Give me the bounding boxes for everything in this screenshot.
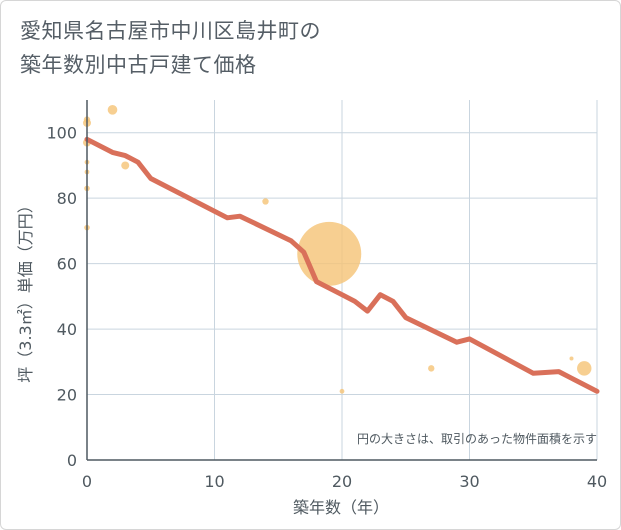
tick-labels: 0 10 20 30 40 0 20 40 60 80 100 [46,124,607,491]
data-bubble [428,365,435,372]
x-tick-label: 0 [82,472,92,491]
chart-title-line-2: 築年数別中古戸建て価格 [20,53,257,77]
y-tick-label: 40 [57,320,77,339]
data-bubble [107,105,118,115]
y-tick-label: 100 [46,124,77,143]
y-tick-label: 0 [67,451,77,470]
chart-title: 愛知県名古屋市中川区島井町の 築年数別中古戸建て価格 [20,14,321,82]
trend-line [84,136,600,394]
bubble-size-note: 円の大きさは、取引のあった物件面積を示す [357,431,597,446]
bubble-series [83,105,592,394]
grid-lines [87,100,598,460]
x-tick-label: 40 [587,472,607,491]
data-bubble [121,161,130,170]
y-axis-title: 坪（3.3㎡）単価（万円） [16,197,35,382]
y-tick-label: 20 [57,386,77,405]
axes [86,100,597,461]
data-bubble [339,388,345,394]
x-tick-label: 30 [459,472,479,491]
y-tick-label: 80 [57,189,77,208]
chart-title-line-1: 愛知県名古屋市中川区島井町の [20,19,321,43]
y-tick-label: 60 [57,255,77,274]
x-axis-title: 築年数（年） [293,498,389,517]
data-bubble [569,356,574,361]
x-tick-label: 10 [204,472,224,491]
trend-line-layer [84,136,600,394]
data-bubble [577,361,592,376]
x-tick-label: 20 [332,472,352,491]
data-bubble [262,198,269,205]
